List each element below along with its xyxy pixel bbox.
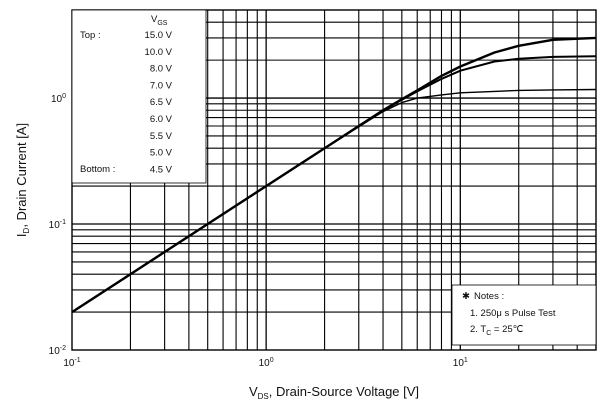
legend-entry: 10.0 V	[145, 47, 173, 58]
y-tick-label: 10-2	[49, 345, 66, 357]
legend-entry: 15.0 V	[145, 30, 173, 41]
y-tick-labels: 10-2 10-1 100	[49, 93, 66, 357]
curves-layer	[71, 36, 597, 314]
notes-asterisk: ✱	[462, 291, 470, 302]
y-tick-label: 100	[51, 93, 66, 105]
notes-line-2: 2. TC = 25℃	[470, 324, 524, 337]
legend-entry: 7.0 V	[150, 80, 173, 91]
notes-title: Notes :	[474, 291, 504, 302]
legend-entry: 6.0 V	[150, 114, 173, 125]
legend-entries: 15.0 V 10.0 V 8.0 V 7.0 V 6.5 V 6.0 V 5.5 V 5.0…	[145, 30, 173, 175]
notes-frame	[451, 284, 597, 346]
x-axis-title: VDS, Drain-Source Voltage [V]	[249, 384, 419, 401]
x-tick-label: 100	[259, 357, 274, 369]
legend-entry: 5.0 V	[150, 148, 173, 159]
legend-header: VGS	[151, 14, 168, 27]
x-tick-labels: 10-1 100 101	[63, 357, 468, 369]
legend-box	[71, 9, 207, 184]
legend-entry: 8.0 V	[150, 64, 173, 75]
legend-bottom-label: Bottom :	[80, 164, 115, 175]
legend-entry: 5.5 V	[150, 131, 173, 142]
notes-box: ✱ Notes : 1. 250μ s Pulse Test 2. TC = 2…	[451, 284, 597, 346]
legend-entry: 4.5 V	[150, 164, 173, 175]
legend-entry: 6.5 V	[150, 97, 173, 108]
legend: VGS Top : Bottom : 15.0 V 10.0 V 8.0 V 7.0 …	[71, 9, 207, 184]
x-tick-label: 101	[453, 357, 468, 369]
notes-line-1: 1. 250μ s Pulse Test	[470, 308, 556, 319]
curve-line-3	[71, 36, 597, 314]
x-tick-label: 10-1	[63, 357, 80, 369]
y-tick-label: 10-1	[49, 219, 66, 231]
y-axis-title: ID, Drain Current [A]	[14, 123, 31, 237]
legend-top-label: Top :	[80, 30, 101, 41]
